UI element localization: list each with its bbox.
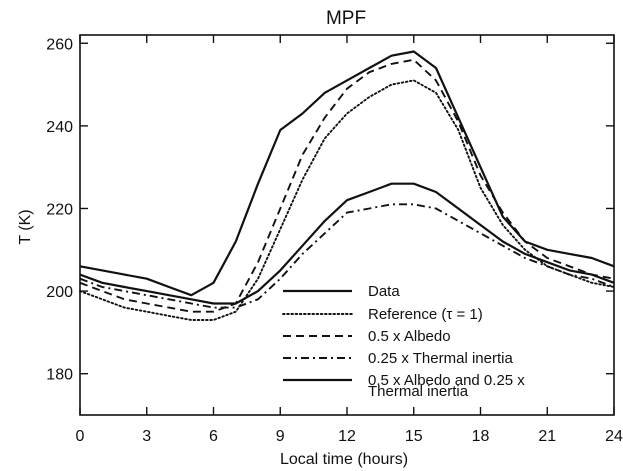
y-tick-label: 200 xyxy=(46,284,73,301)
legend-label-1: Data xyxy=(368,283,400,300)
x-tick-label: 3 xyxy=(142,428,151,445)
tick-labels: 0 3 6 9 12 15 18 21 24 180 200 220 240 260 xyxy=(46,36,623,445)
x-tick-label: 15 xyxy=(405,428,423,445)
x-tick-label: 6 xyxy=(209,428,218,445)
y-tick-label: 220 xyxy=(46,201,73,218)
x-tick-label: 18 xyxy=(472,428,490,445)
legend-label-5-line2: Thermal inertia xyxy=(368,383,469,400)
x-tick-label: 9 xyxy=(276,428,285,445)
y-axis-title: T (K) xyxy=(17,209,34,244)
series-line-2 xyxy=(79,79,615,321)
legend-label-2: Reference (τ = 1) xyxy=(368,306,483,323)
y-tick-label: 240 xyxy=(46,119,73,136)
x-axis-title: Local time (hours) xyxy=(280,451,408,468)
chart-title: MPF xyxy=(326,8,366,29)
series-line-4 xyxy=(79,203,615,309)
plot-frame xyxy=(79,34,615,416)
x-tick-label: 0 xyxy=(76,428,85,445)
x-tick-label: 12 xyxy=(338,428,356,445)
series-layer xyxy=(79,50,615,321)
legend-label-4: 0.25 x Thermal inertia xyxy=(368,350,513,367)
y-tick-label: 260 xyxy=(46,36,73,53)
series-line-5 xyxy=(79,182,615,305)
legend: Data Reference (τ = 1) 0.5 x Albedo 0.25 x … xyxy=(282,283,525,400)
legend-label-5: 0.5 x Albedo and 0.25 x xyxy=(368,372,525,389)
legend-label-3: 0.5 x Albedo xyxy=(368,328,451,345)
x-tick-label: 21 xyxy=(538,428,556,445)
series-line-3 xyxy=(79,58,615,313)
y-tick-label: 180 xyxy=(46,367,73,384)
axes xyxy=(79,34,615,416)
x-tick-label: 24 xyxy=(605,428,623,445)
